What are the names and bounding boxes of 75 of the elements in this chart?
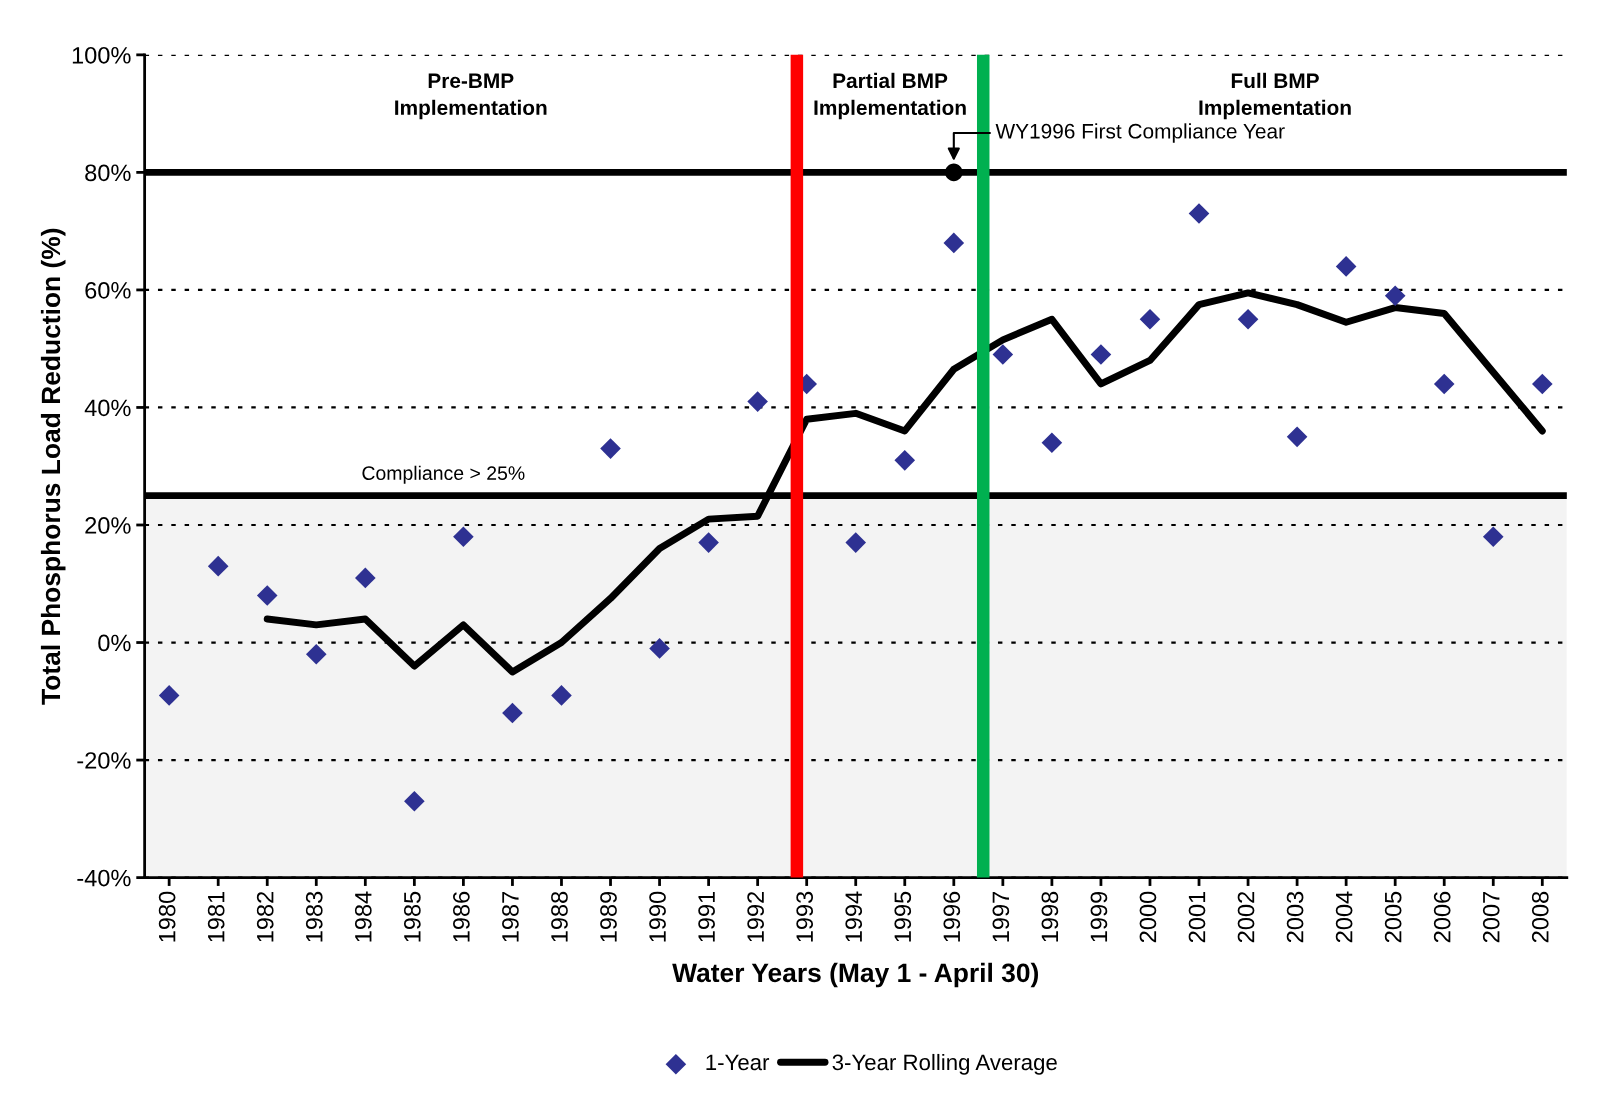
x-tick-label: 1984 xyxy=(354,891,372,942)
x-tick-label: 1995 xyxy=(894,891,912,942)
legend-label: 1-Year xyxy=(706,1054,770,1071)
y-tick-label: -20% xyxy=(77,752,131,769)
x-tick-label: 1985 xyxy=(403,891,421,942)
y-axis-title: Total Phosphorus Load Reduction (%) xyxy=(40,228,66,705)
point xyxy=(502,702,523,724)
point xyxy=(747,391,768,412)
point xyxy=(943,232,965,254)
x-tick-label: 1986 xyxy=(453,891,470,942)
point xyxy=(945,163,963,182)
x-tick-label: 1980 xyxy=(158,891,176,942)
point xyxy=(992,344,1014,365)
point xyxy=(1433,373,1455,395)
point xyxy=(158,685,180,706)
x-tick-label: 1989 xyxy=(600,891,617,942)
annotation: Pre-BMP Implementation xyxy=(395,73,547,120)
x-tick-label: 2007 xyxy=(1482,891,1500,943)
x-tick-label: 2000 xyxy=(1139,891,1157,943)
x-tick-label: 1983 xyxy=(305,891,323,942)
x-tick-label: 1999 xyxy=(1090,891,1108,942)
point xyxy=(355,567,376,589)
y-tick-label: 80% xyxy=(85,164,131,182)
x-tick-label: 2005 xyxy=(1384,891,1402,943)
annotation: WY1996 First Compliance Year xyxy=(995,123,1285,143)
x-tick-label: 1994 xyxy=(845,891,863,942)
x-tick-label: 1991 xyxy=(698,891,715,942)
point xyxy=(1041,432,1063,454)
annotation: Partial BMP Implementation xyxy=(814,72,966,120)
point xyxy=(1482,526,1504,548)
x-tick-label: 1981 xyxy=(207,891,225,942)
x-tick-label: 2008 xyxy=(1531,891,1549,943)
y-tick-label: -40% xyxy=(77,869,131,887)
point xyxy=(649,638,670,659)
point xyxy=(256,585,278,606)
x-tick-label: 1988 xyxy=(551,891,568,942)
point xyxy=(305,643,327,665)
point xyxy=(1532,373,1553,395)
x-tick-label: 1996 xyxy=(943,891,961,942)
ref-line-label: Compliance > 25% xyxy=(362,465,525,484)
point xyxy=(1139,309,1161,330)
x-tick-label: 2002 xyxy=(1237,891,1255,943)
y-tick-label: 0% xyxy=(98,634,131,652)
legend-label: 3-Year Rolling Average xyxy=(832,1053,1057,1075)
x-axis-title: Water Years (May 1 - April 30) xyxy=(672,962,1038,988)
point xyxy=(894,450,916,471)
x-tick-label: 2003 xyxy=(1286,891,1304,943)
x-tick-label: 1993 xyxy=(796,891,814,942)
x-tick-label: 1982 xyxy=(256,891,274,942)
x-tick-label: 1987 xyxy=(502,891,519,942)
x-tick-label: 1992 xyxy=(747,891,764,942)
point xyxy=(551,685,572,706)
x-tick-label: 1997 xyxy=(992,891,1010,942)
point xyxy=(1188,203,1210,224)
point xyxy=(1090,344,1112,365)
y-tick-label: 60% xyxy=(85,281,131,299)
x-tick-label: 2006 xyxy=(1433,891,1451,943)
x-tick-label: 2004 xyxy=(1335,891,1353,943)
point xyxy=(845,532,867,553)
point xyxy=(1237,309,1259,330)
point xyxy=(1286,426,1308,448)
point xyxy=(1384,285,1406,307)
x-tick-label: 1998 xyxy=(1041,891,1059,942)
point xyxy=(1335,256,1357,277)
x-tick-label: 2001 xyxy=(1188,891,1206,943)
point xyxy=(698,532,719,553)
point xyxy=(453,526,474,548)
x-tick-label: 1990 xyxy=(649,891,666,942)
point xyxy=(404,790,425,812)
annotation: Full BMP Implementation xyxy=(1199,72,1351,120)
y-tick-label: 20% xyxy=(85,517,131,534)
y-tick-label: 100% xyxy=(72,46,131,64)
point xyxy=(600,438,621,459)
y-tick-label: 40% xyxy=(84,399,131,417)
point xyxy=(207,555,229,577)
